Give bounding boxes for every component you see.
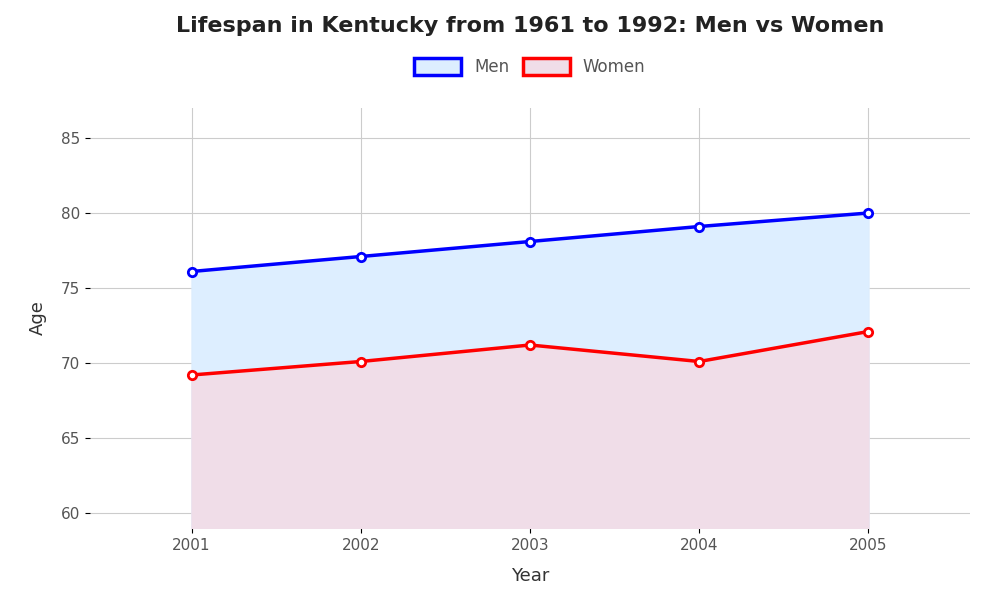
Legend: Men, Women: Men, Women [408, 51, 652, 83]
Title: Lifespan in Kentucky from 1961 to 1992: Men vs Women: Lifespan in Kentucky from 1961 to 1992: … [176, 16, 884, 35]
X-axis label: Year: Year [511, 566, 549, 584]
Y-axis label: Age: Age [29, 301, 47, 335]
